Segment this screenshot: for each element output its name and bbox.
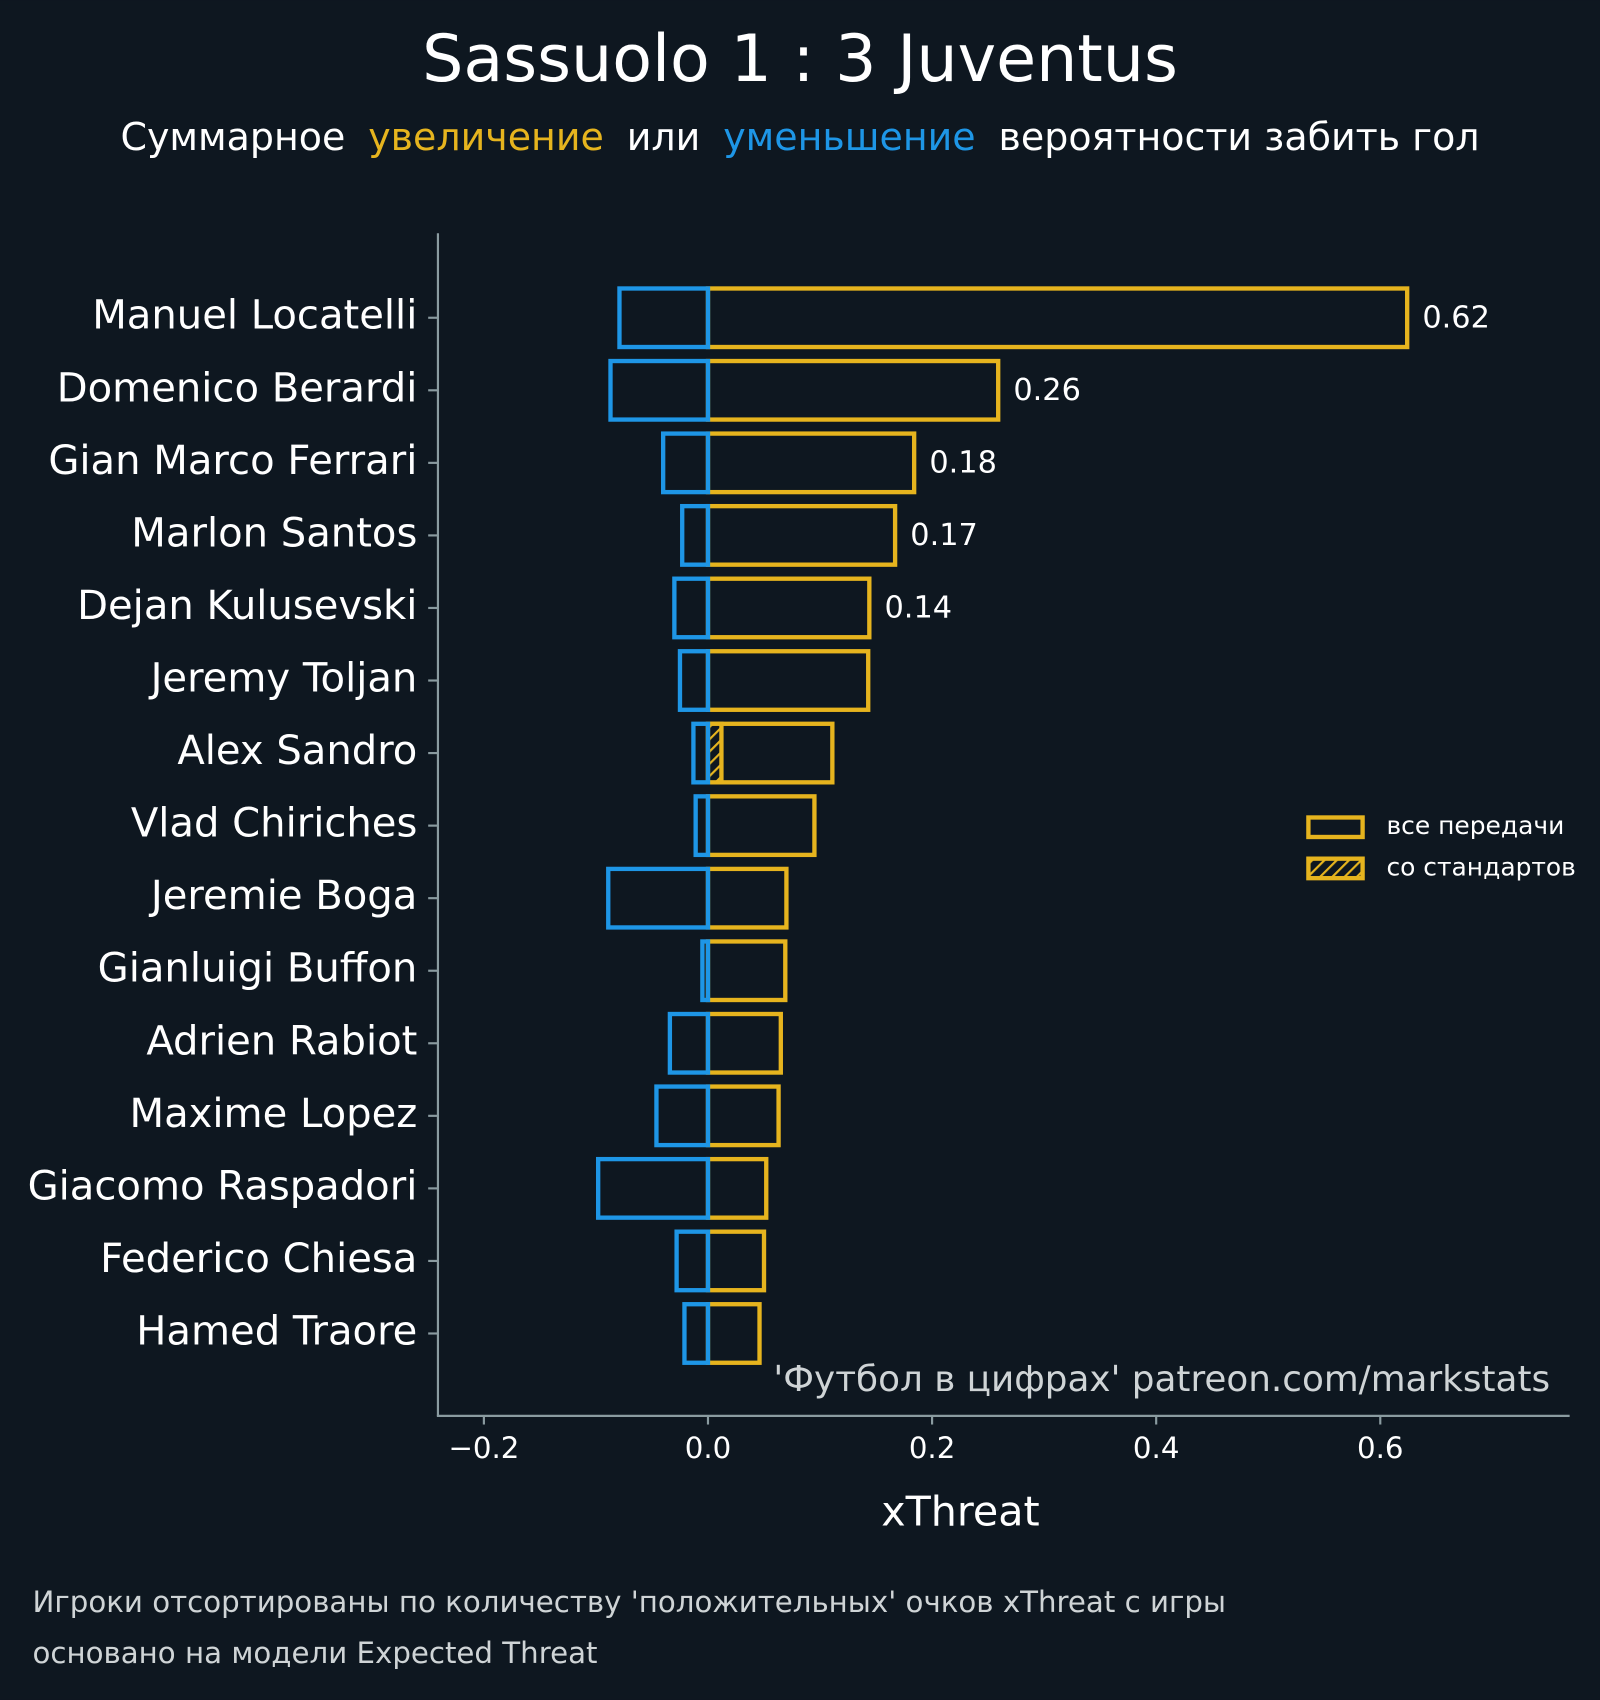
bar xyxy=(677,649,711,712)
subtitle-part: уменьшение xyxy=(723,114,975,158)
y-tick-label: Giacomo Raspadori xyxy=(28,1163,418,1209)
y-tick-label: Adrien Rabiot xyxy=(146,1018,417,1064)
bar xyxy=(596,1156,711,1220)
y-tick-label: Jeremie Boga xyxy=(148,873,417,919)
legend-label: со стандартов xyxy=(1386,852,1575,881)
y-tick-label: Gianluigi Buffon xyxy=(98,946,418,992)
bar xyxy=(672,576,711,640)
bar xyxy=(691,721,711,785)
value-label: 0.14 xyxy=(885,591,953,626)
x-tick-label: 0.2 xyxy=(909,1431,956,1465)
y-tick-label: Manuel Locatelli xyxy=(92,293,417,339)
bar xyxy=(654,1084,711,1148)
y-tick-label: Hamed Traore xyxy=(136,1308,417,1354)
bar xyxy=(608,358,711,422)
y-tick-label: Marlon Santos xyxy=(131,510,417,556)
annotation: 'Футбол в цифрах' patreon.com/markstats xyxy=(773,1359,1550,1400)
y-tick-label: Gian Marco Ferrari xyxy=(48,438,417,484)
value-label: 0.26 xyxy=(1013,373,1081,408)
y-tick-label: Domenico Berardi xyxy=(57,365,418,411)
x-tick-label: −0.2 xyxy=(448,1431,519,1465)
x-tick-label: 0.0 xyxy=(685,1431,732,1465)
footnote: основано на модели Expected Threat xyxy=(33,1636,598,1670)
subtitle-part: вероятности забить гол xyxy=(999,114,1480,158)
value-label: 0.62 xyxy=(1422,300,1490,335)
legend-label: все передачи xyxy=(1386,811,1564,840)
subtitle-part: увеличение xyxy=(368,114,604,158)
y-tick-label: Alex Sandro xyxy=(177,728,417,774)
chart-subtitle: Суммарное увеличение или уменьшение веро… xyxy=(120,114,1479,158)
bar xyxy=(693,794,711,858)
chart-title: Sassuolo 1 : 3 Juventus xyxy=(422,22,1178,97)
y-tick-label: Vlad Chiriches xyxy=(131,801,418,847)
y-tick-label: Federico Chiesa xyxy=(100,1236,417,1282)
bar xyxy=(700,939,711,1003)
legend-swatch xyxy=(1306,856,1365,881)
value-label: 0.18 xyxy=(929,445,997,480)
y-tick-label: Maxime Lopez xyxy=(130,1091,418,1137)
y-tick-label: Jeremy Toljan xyxy=(148,656,418,702)
x-tick-label: 0.6 xyxy=(1357,1431,1404,1465)
bar xyxy=(606,866,711,930)
subtitle-part: или xyxy=(627,114,701,158)
legend-swatch xyxy=(1306,815,1365,840)
bar xyxy=(660,431,711,495)
value-label: 0.17 xyxy=(910,518,978,553)
bar xyxy=(617,286,711,350)
x-tick-label: 0.4 xyxy=(1133,1431,1180,1465)
footnote: Игроки отсортированы по количеству 'поло… xyxy=(33,1585,1227,1619)
bar xyxy=(674,1229,711,1293)
y-tick-label: Dejan Kulusevski xyxy=(77,583,417,629)
bar xyxy=(680,503,711,567)
x-axis-label: xThreat xyxy=(881,1487,1039,1535)
subtitle-part: Суммарное xyxy=(120,114,345,158)
bar xyxy=(682,1302,711,1365)
bar xyxy=(667,1011,711,1075)
